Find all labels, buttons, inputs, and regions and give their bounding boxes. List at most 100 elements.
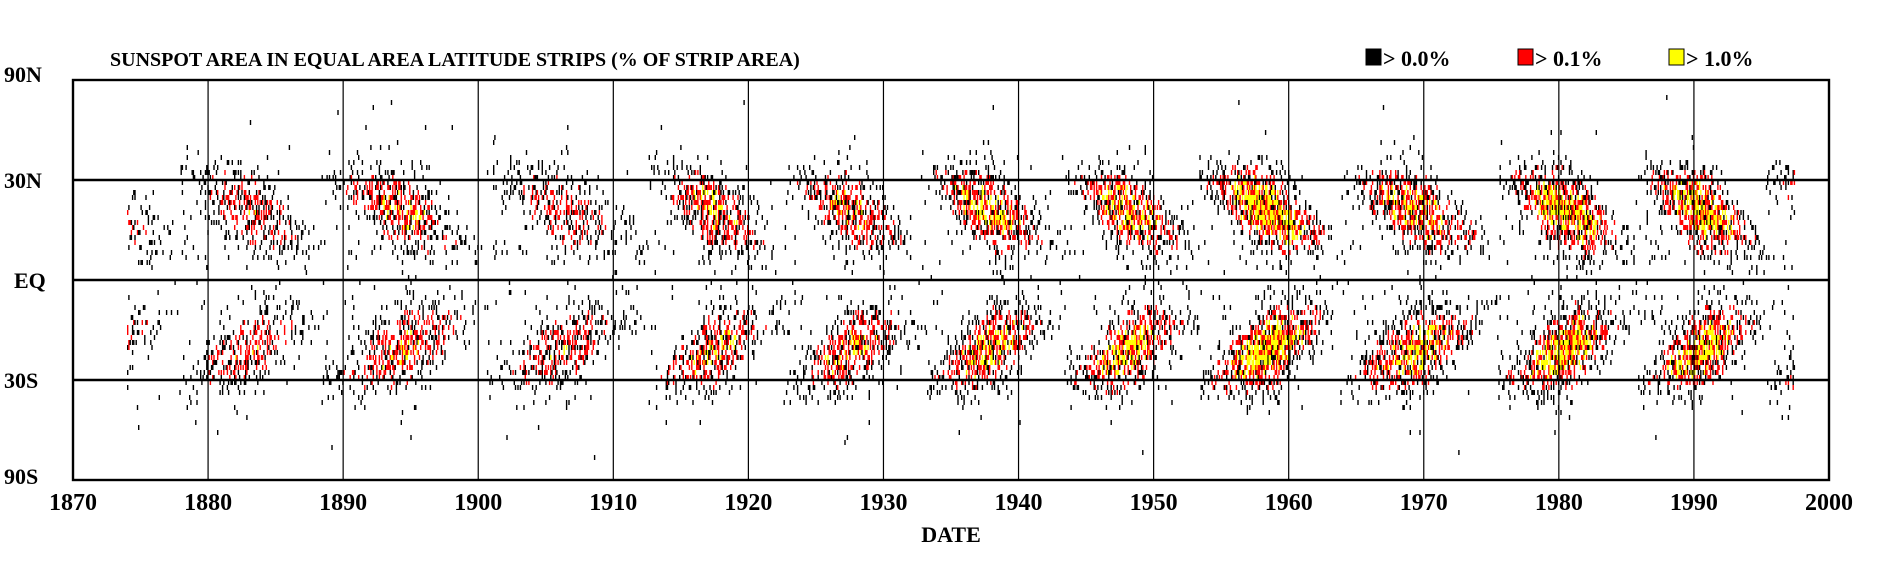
cell — [846, 155, 849, 160]
cell — [558, 340, 560, 345]
cell — [861, 310, 863, 315]
cell — [714, 190, 716, 195]
cell — [270, 350, 272, 355]
cell — [268, 185, 270, 190]
cell — [539, 215, 541, 220]
cell — [685, 225, 687, 230]
cell — [629, 220, 631, 225]
cell — [214, 160, 216, 165]
cell — [272, 295, 275, 300]
cell — [265, 205, 267, 210]
cell — [993, 245, 996, 250]
cell — [846, 195, 849, 200]
cell — [448, 195, 450, 200]
cell — [384, 345, 387, 350]
cell — [680, 390, 682, 395]
cell — [590, 335, 592, 340]
cell — [759, 245, 761, 250]
cell — [745, 165, 748, 170]
cell — [563, 335, 565, 340]
cell — [257, 320, 259, 325]
cell — [709, 210, 711, 215]
cell — [551, 230, 553, 235]
cell — [404, 310, 406, 315]
cell — [997, 385, 999, 390]
cell — [710, 300, 712, 305]
cell — [877, 320, 879, 325]
cell — [674, 215, 676, 220]
cell — [568, 300, 570, 305]
cell — [598, 220, 601, 225]
cell — [384, 370, 387, 375]
cell — [865, 205, 867, 210]
cell — [968, 205, 970, 210]
cell — [971, 190, 974, 195]
cell — [737, 255, 739, 260]
cell — [556, 190, 558, 195]
sunspot-cells — [127, 95, 1796, 460]
cell — [838, 345, 840, 350]
cell — [697, 365, 699, 370]
cell — [880, 225, 883, 230]
cell — [681, 370, 683, 375]
cell — [253, 325, 255, 330]
cell — [383, 370, 385, 375]
cell — [431, 215, 433, 220]
cell — [697, 155, 699, 160]
cell — [203, 180, 205, 185]
cell — [255, 365, 258, 370]
cell — [723, 235, 726, 240]
cell — [439, 320, 441, 325]
cell — [545, 370, 547, 375]
cell — [615, 290, 618, 295]
cell — [503, 190, 506, 195]
cell — [218, 220, 220, 225]
cell — [980, 340, 982, 345]
cell — [722, 240, 725, 245]
cell — [890, 295, 892, 300]
cell — [524, 370, 526, 375]
cell — [705, 335, 708, 340]
cell — [871, 240, 873, 245]
cell — [212, 375, 214, 380]
cell — [844, 170, 846, 175]
cell — [444, 355, 446, 360]
cell — [702, 225, 704, 230]
cell — [840, 210, 842, 215]
cell — [871, 245, 873, 250]
cell — [985, 350, 987, 355]
cell — [553, 205, 556, 210]
cell — [716, 220, 718, 225]
cell — [224, 200, 226, 205]
cell — [736, 280, 738, 285]
cell — [874, 215, 877, 220]
cell — [586, 355, 588, 360]
cell — [696, 355, 698, 360]
cell — [784, 225, 787, 230]
cell — [827, 345, 829, 350]
cell — [762, 240, 765, 245]
cell — [221, 200, 224, 205]
cell — [344, 365, 346, 370]
cell — [152, 215, 154, 220]
cell — [776, 320, 778, 325]
cell — [401, 210, 404, 215]
cell — [986, 175, 988, 180]
cell — [874, 340, 877, 345]
cell — [245, 380, 247, 385]
cell — [1009, 340, 1011, 345]
cell — [995, 340, 997, 345]
cell — [472, 310, 474, 315]
cell — [260, 210, 263, 215]
cell — [743, 100, 745, 105]
cell — [971, 200, 974, 205]
cell — [218, 370, 220, 375]
cell — [742, 195, 744, 200]
cell — [807, 180, 810, 185]
cell — [702, 215, 704, 220]
cell — [840, 360, 842, 365]
cell — [986, 365, 988, 370]
cell — [438, 325, 440, 330]
cell — [702, 230, 704, 235]
cell — [371, 185, 373, 190]
